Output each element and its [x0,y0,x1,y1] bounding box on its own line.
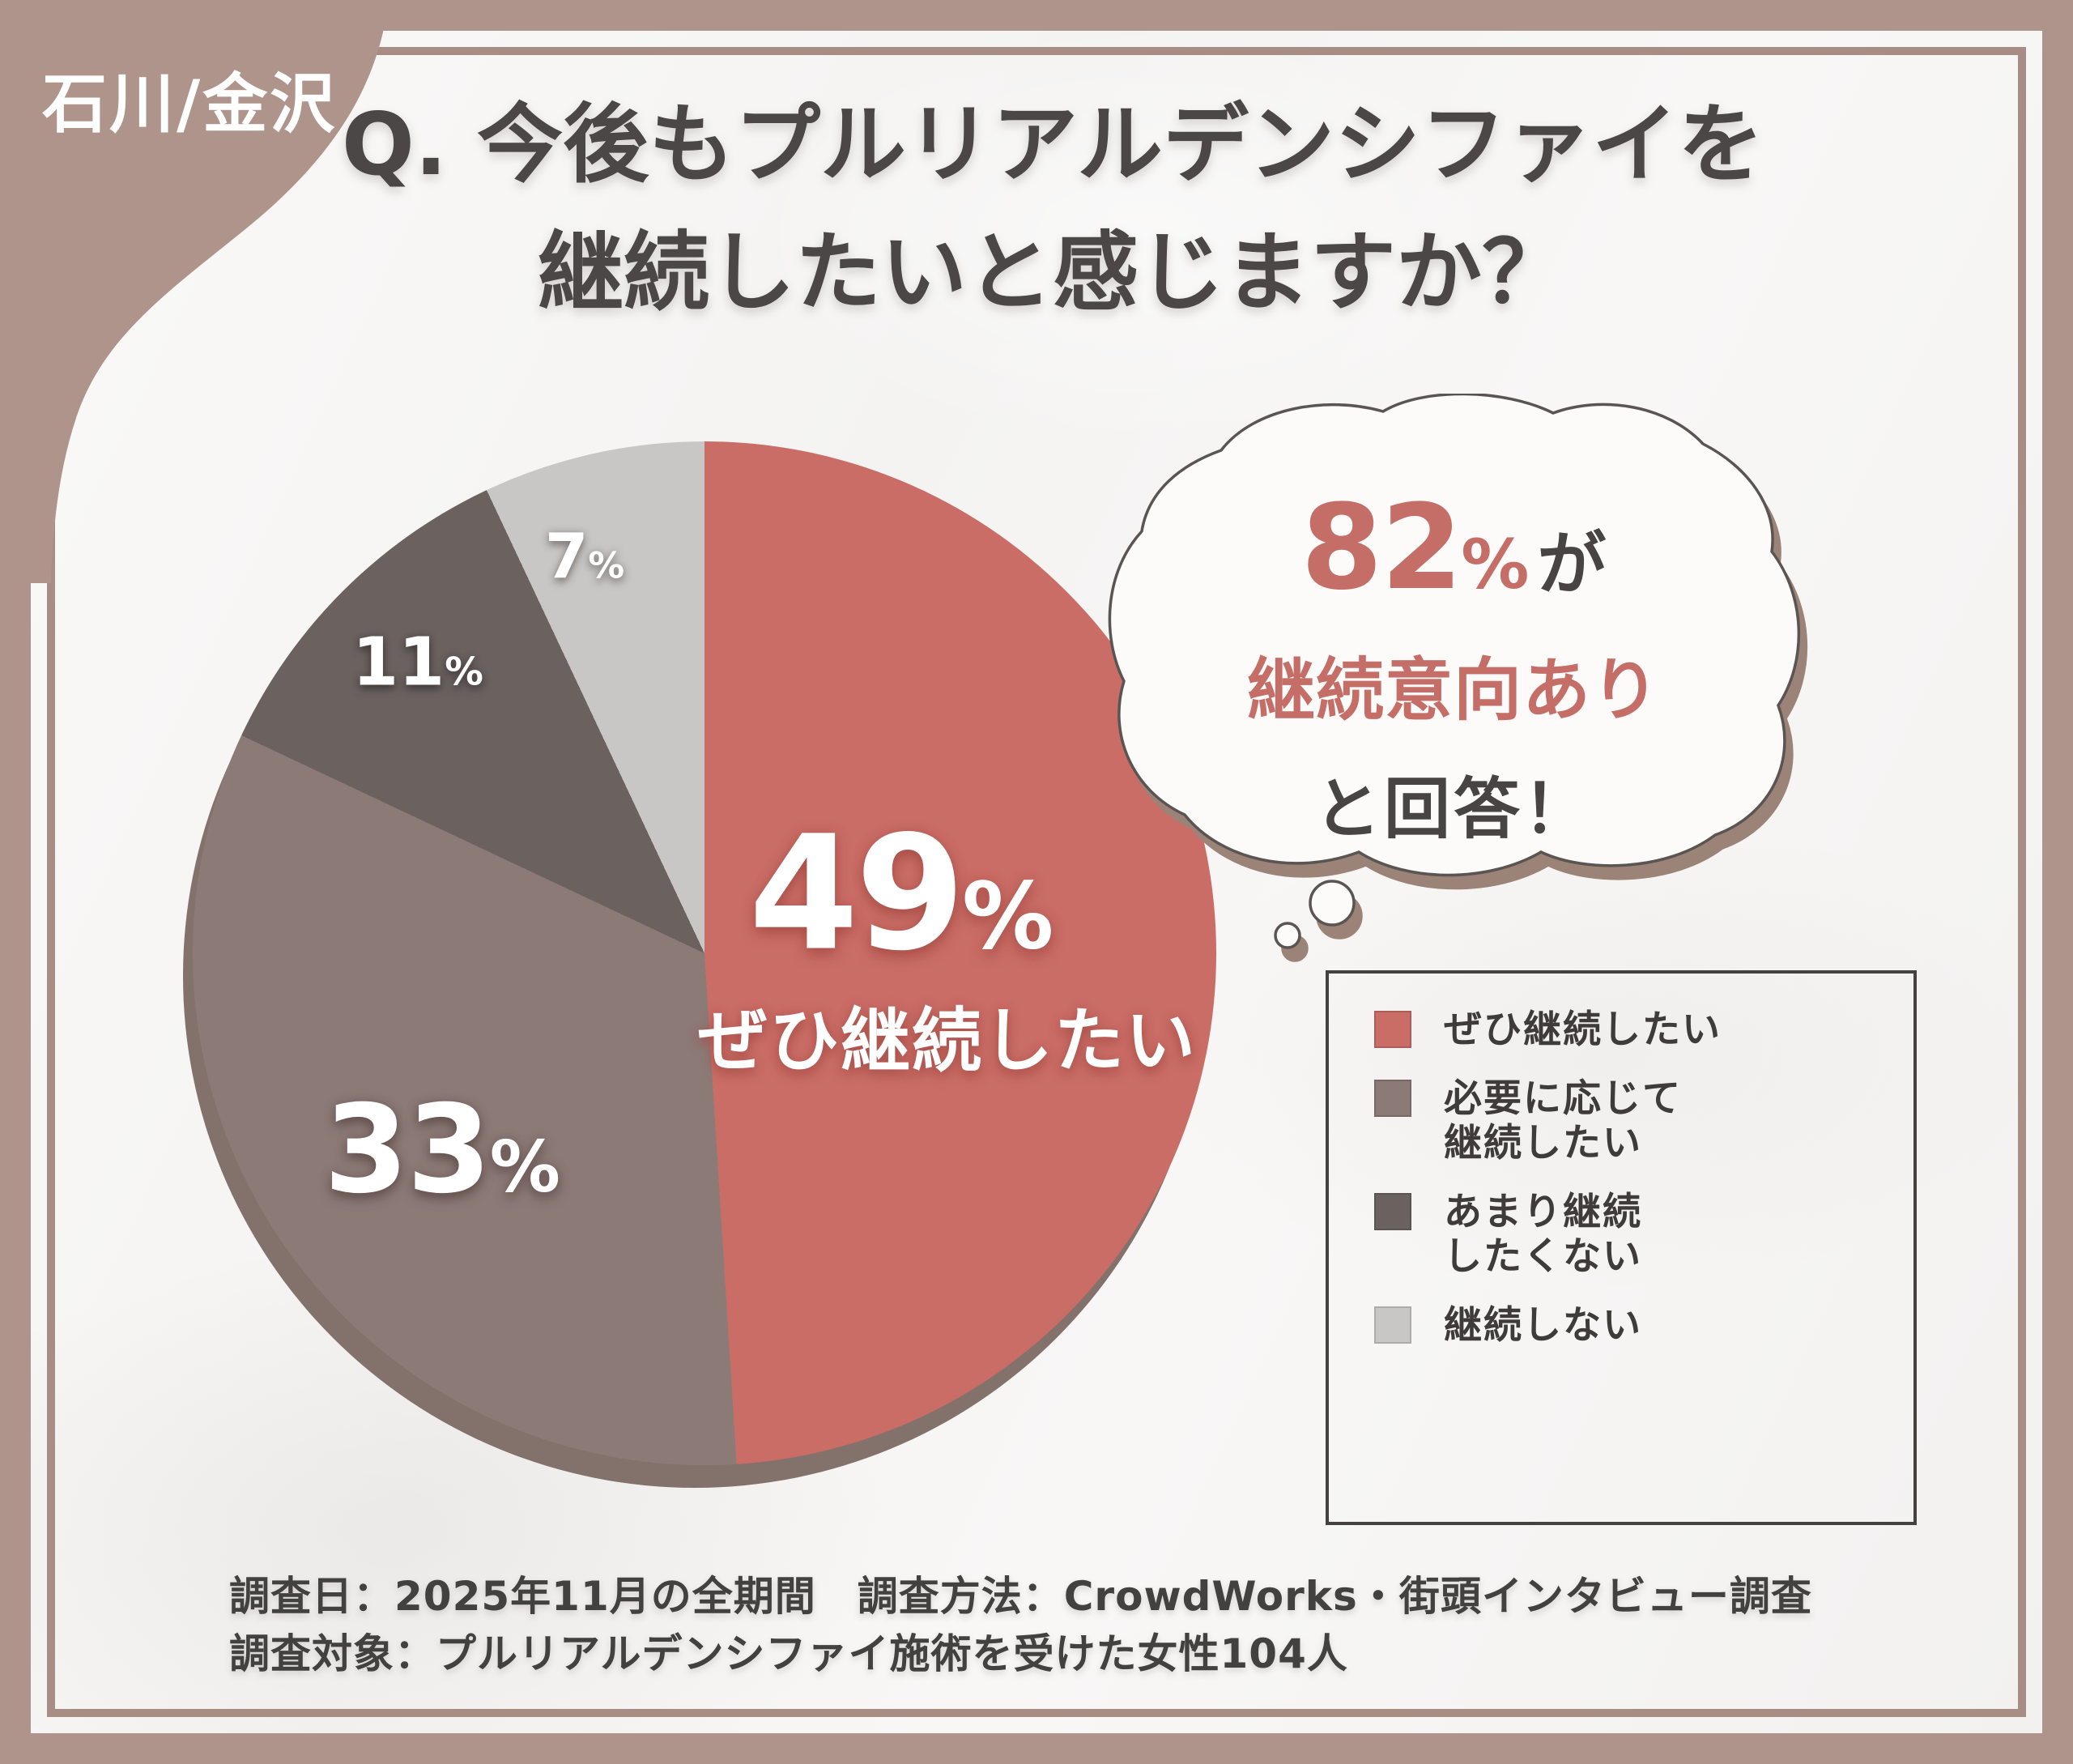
pie-label-slice1-caption: ぜひ継続したい [698,1000,1197,1082]
bubble-stat-unit: % [1461,525,1530,604]
legend: ぜひ継続したい 必要に応じて 継続したい あまり継続 したくない 継続しない [1326,970,1917,1525]
thought-dot-large [1309,880,1356,927]
survey-notes: 調査日：2025年11月の全期間 調査方法：CrowdWorks・街頭インタビュ… [229,1568,1812,1683]
bubble-stat-value: 82 [1300,479,1463,616]
survey-note-line1: 調査日：2025年11月の全期間 調査方法：CrowdWorks・街頭インタビュ… [229,1573,1812,1620]
thought-dot-small [1274,922,1301,949]
pie-label-slice3-value: 11% [352,624,483,701]
legend-swatch-lightgray [1374,1306,1411,1344]
bubble-line2: 継続意向あり [1246,650,1661,730]
legend-swatch-red [1374,1011,1411,1048]
bubble-stat-line: 82% が [1247,479,1660,616]
legend-label-2: 必要に応じて 継続したい [1444,1076,1682,1165]
legend-item-3: あまり継続 したくない [1374,1190,1897,1279]
legend-item-2: 必要に応じて 継続したい [1374,1076,1897,1165]
legend-label-1: ぜひ継続したい [1444,1008,1722,1052]
pie-label-slice2-value: 33% [324,1080,560,1221]
bubble-line3: と回答！ [1313,771,1594,848]
legend-swatch-darkgray [1374,1193,1411,1230]
pie-label-slice4-value: 7% [544,521,625,594]
legend-item-1: ぜひ継続したい [1374,1008,1897,1052]
survey-note-line2: 調査対象：プルリアルデンシファイ施術を受けた女性104人 [229,1630,1348,1677]
pie-chart [193,441,1216,1465]
bubble-stat-suffix: が [1537,525,1607,605]
legend-swatch-mauve [1374,1080,1411,1117]
inner-frame-border [47,47,2026,1717]
legend-item-4: 継続しない [1374,1303,1897,1348]
legend-label-4: 継続しない [1444,1303,1642,1348]
region-badge-label: 石川/金沢 [42,66,338,142]
bubble-annotation: 82% が 継続意向あり と回答！ [1247,479,1660,851]
pie-label-slice1-value: 49% [748,801,1054,986]
legend-label-3: あまり継続 したくない [1444,1190,1642,1279]
